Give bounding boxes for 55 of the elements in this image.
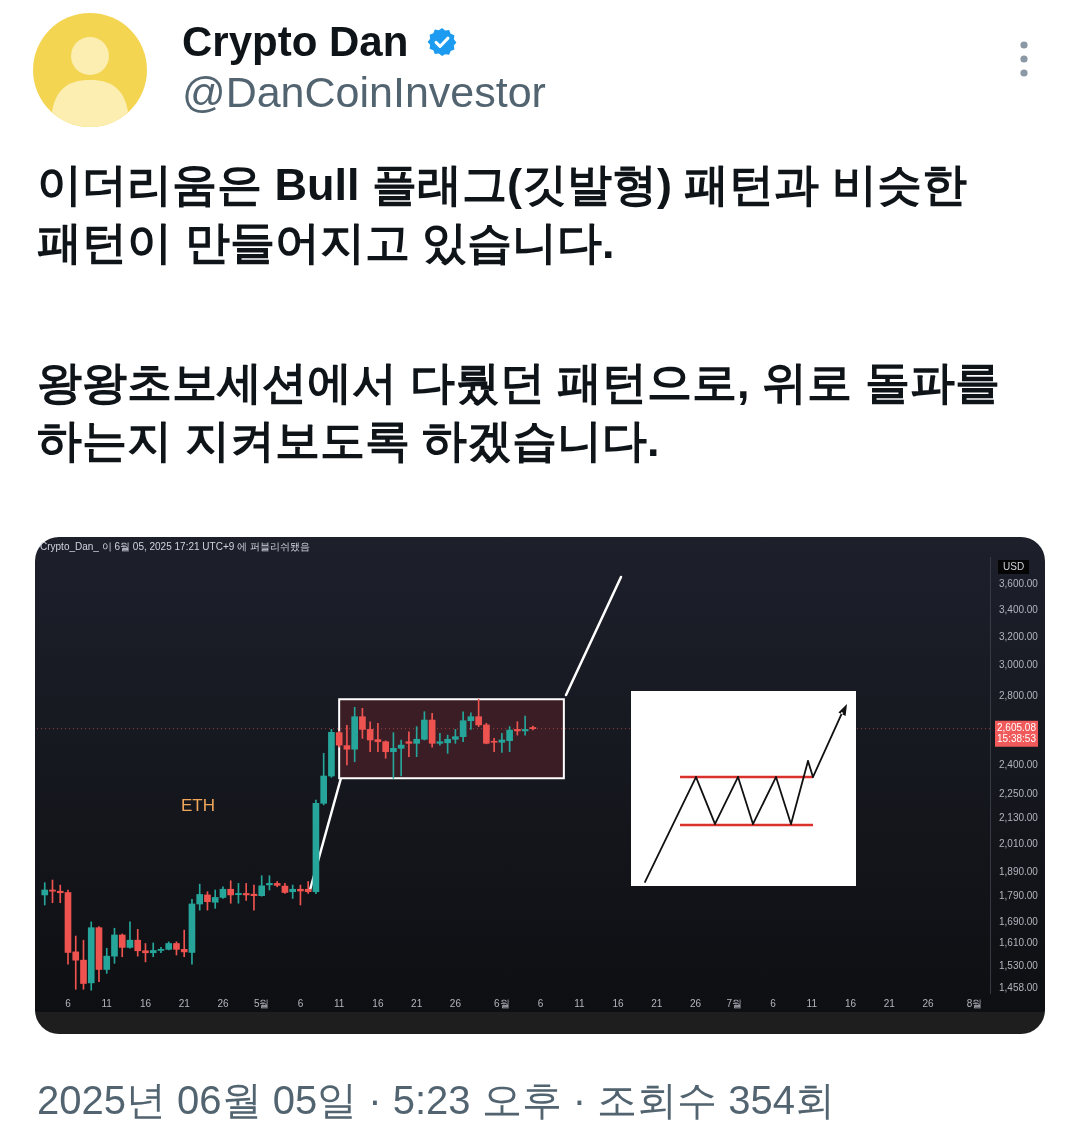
candlestick [343,724,351,766]
candlestick [289,884,297,899]
y-tick-label: 2,400.00 [999,759,1039,771]
y-tick-label: 2,250.00 [999,787,1039,799]
x-tick-label: 11 [101,997,113,1009]
x-tick-label: 16 [612,997,625,1009]
ref-line-label: 2,605.08 [997,722,1037,734]
y-tick-label: 1,690.00 [999,915,1039,927]
x-tick-label: 6 [537,997,544,1009]
y-tick-label: 1,790.00 [999,889,1039,901]
x-tick-label: 8월 [966,997,983,1009]
x-tick-label: 21 [178,997,191,1009]
x-tick-label: 6 [770,997,777,1009]
y-tick-label: 1,458.00 [999,981,1039,993]
annotation: ETH [181,795,215,817]
text: USD [998,560,1030,574]
x-tick-label: 21 [411,997,423,1009]
x-tick-label: 16 [372,997,384,1009]
y-tick-label: 3,200.00 [999,630,1039,642]
x-tick-label: 11 [333,997,345,1009]
x-tick-label: 7월 [726,997,743,1009]
text: 15:38:53 [997,733,1037,745]
x-tick-label: 6 [65,997,72,1009]
y-tick-label: 1,890.00 [999,865,1039,877]
x-tick-label: 26 [690,997,702,1009]
x-tick-label: 21 [651,997,663,1009]
candlestick [227,880,235,904]
y-tick-label: 1,610.00 [999,937,1039,949]
x-tick-label: 6 [297,997,304,1009]
y-tick-label: 2,130.00 [999,812,1039,824]
x-tick-label: 11 [806,997,818,1009]
candlestick [467,712,475,730]
x-tick-label: 5월 [253,997,270,1009]
x-tick-label: 16 [844,997,857,1009]
x-tick-label: 26 [217,997,229,1009]
x-tick-label: 11 [574,997,585,1009]
x-tick-label: 26 [922,997,935,1009]
x-tick-label: 21 [883,997,896,1009]
x-tick-label: 6월 [494,997,510,1009]
text: Crypto_Dan_ 이 6월 05, 2025 17:21 UTC+9 에 퍼블리쉬됐음 [40,541,310,553]
y-tick-label: 2,010.00 [999,838,1039,850]
y-tick-label: 3,600.00 [999,578,1039,590]
y-tick-label: 3,000.00 [999,659,1039,671]
chart-subtitle: 왕왕초보세션에서 다뤘던 패턴으로, 위로 돌파를 하는지 지켜보도록 하겠습니다. [37,356,1001,468]
candlestick [41,882,49,906]
text: @DanCoinInvestor [182,67,546,117]
x-tick-label: 26 [449,997,462,1009]
chart-title: 이더리움은 Bull 플래그(깃발형) 패턴과 비슷한 패턴이 만들어지고 있습니다. [37,158,968,270]
candlestick [405,731,413,757]
y-tick-label: 1,530.00 [999,960,1039,971]
text: 2025년 06월 05일 · 5:23 오후 · 조회수 354회 [37,1077,836,1123]
text: Crypto Dan [182,17,409,67]
y-tick-label: 3,400.00 [999,603,1039,615]
y-tick-label: 2,800.00 [999,690,1039,702]
x-tick-label: 16 [139,997,152,1009]
